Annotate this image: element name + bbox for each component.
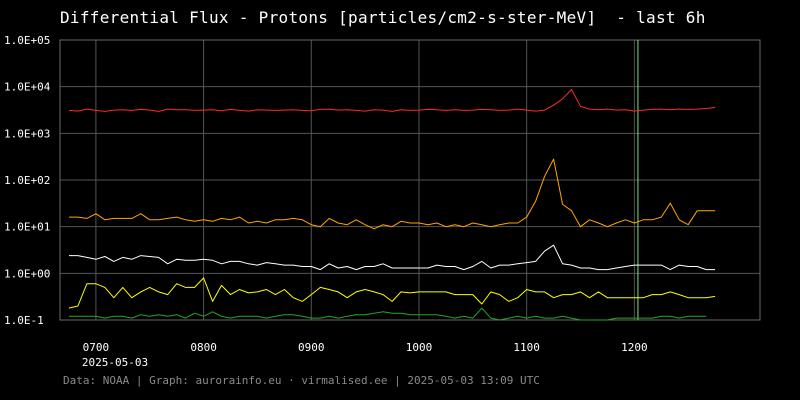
y-tick-label: 1.0E+05 [4, 34, 50, 47]
series-line-5 [69, 307, 707, 321]
y-tick-label: 1.0E-1 [4, 314, 44, 327]
y-tick-label: 1.0E+01 [4, 221, 50, 234]
x-axis-date-label: 2025-05-03 [82, 356, 148, 369]
y-tick-label: 1.0E+02 [4, 174, 50, 187]
grid [60, 39, 760, 321]
x-axis-ticks: 0700 0800 0900 1000 1100 1200 [83, 341, 648, 354]
footer-credits: Data: NOAA | Graph: aurorainfo.eu · virm… [63, 374, 540, 387]
x-tick-label: 1200 [621, 341, 648, 354]
x-tick-label: 0700 [83, 341, 110, 354]
y-tick-label: 1.0E+04 [4, 81, 51, 94]
y-axis-ticks: 1.0E+05 1.0E+04 1.0E+03 1.0E+02 1.0E+01 1.0E+… [4, 34, 51, 327]
y-tick-label: 1.0E+03 [4, 127, 50, 140]
x-tick-label: 0800 [190, 341, 217, 354]
y-tick-label: 1.0E+00 [4, 267, 50, 280]
series-line-3 [69, 244, 716, 271]
series-line-2 [69, 158, 716, 230]
x-tick-label: 0900 [298, 341, 325, 354]
x-tick-label: 1100 [513, 341, 540, 354]
chart-title: Differential Flux - Protons [particles/c… [60, 8, 706, 27]
plot-frame [59, 39, 761, 321]
series-line-1 [68, 89, 716, 112]
x-tick-label: 1000 [406, 341, 433, 354]
series-lines [68, 89, 716, 321]
series-line-4 [68, 277, 716, 309]
